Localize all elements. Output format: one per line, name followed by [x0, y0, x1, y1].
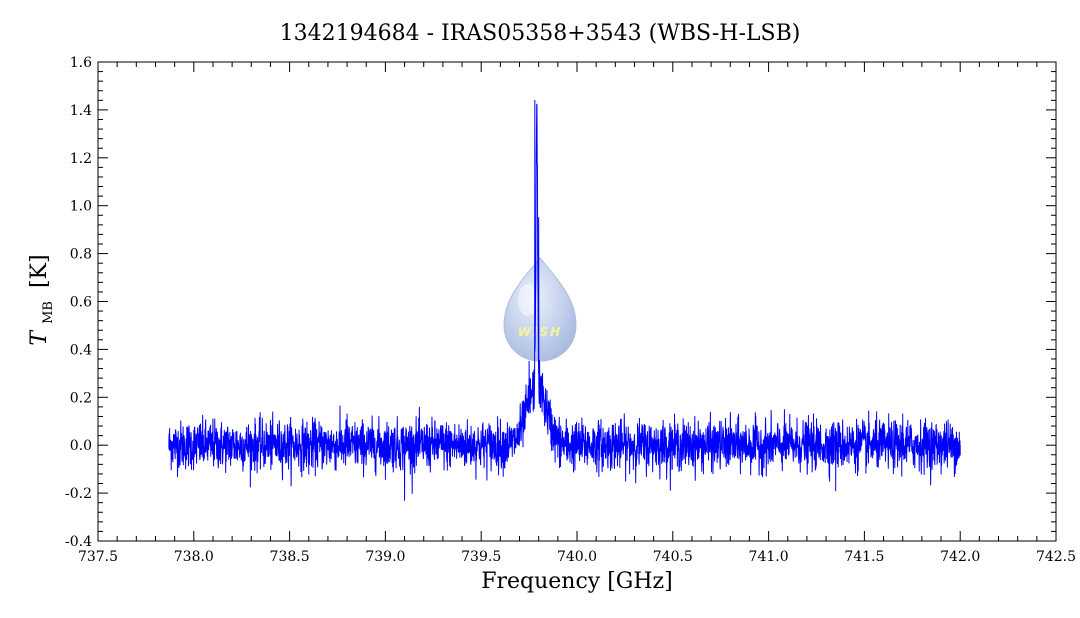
wish-logo-text: WISH: [518, 325, 562, 339]
y-tick-label: 0.2: [70, 390, 92, 406]
x-tick-label: 740.5: [653, 549, 693, 565]
y-axis: -0.4 -0.2 0.0 0.2 0.4 0.6 0.8 1.0 1.2 1.4 1.6: [65, 55, 1056, 550]
x-tick-label: 741.0: [749, 549, 789, 565]
plot-frame: [97, 61, 1057, 542]
spectrum-line: [168, 99, 961, 501]
x-tick-label: 739.0: [365, 549, 405, 565]
x-tick-label: 742.0: [940, 549, 980, 565]
y-axis-label-main: T: [27, 329, 52, 346]
y-tick-label: 1.4: [70, 103, 92, 119]
x-tick-label: 738.0: [174, 549, 214, 565]
x-tick-label: 738.5: [270, 549, 310, 565]
y-tick-label: 0.8: [70, 247, 92, 263]
x-tick-label: 741.5: [844, 549, 884, 565]
chart-title: 1342194684 - IRAS05358+3543 (WBS-H-LSB): [280, 21, 801, 46]
y-tick-label: -0.2: [65, 486, 92, 502]
y-axis-label: T MB [K]: [27, 254, 58, 345]
y-axis-label-sub: MB: [41, 301, 56, 324]
x-tick-label: 739.5: [461, 549, 501, 565]
x-axis-label: Frequency [GHz]: [481, 569, 673, 594]
y-axis-label-unit: [K]: [27, 254, 52, 288]
y-tick-label: 1.0: [70, 199, 92, 215]
plot-area: [168, 99, 961, 501]
y-tick-label: 0.0: [70, 438, 92, 454]
y-tick-label: 0.6: [70, 295, 92, 311]
y-tick-label: 1.2: [70, 151, 92, 167]
wish-logo: WISH: [503, 257, 577, 362]
x-tick-label: 742.5: [1036, 549, 1076, 565]
y-tick-label: 1.6: [70, 55, 92, 71]
y-tick-label: 0.4: [70, 342, 92, 358]
svg-text:T MB [K]: T MB [K]: [27, 254, 58, 345]
x-tick-label: 740.0: [557, 549, 597, 565]
x-axis: 737.5 738.0 738.5 739.0 739.5 740.0 740.5 741.0…: [78, 62, 1076, 565]
y-tick-label: -0.4: [65, 534, 92, 550]
x-tick-label: 737.5: [78, 549, 118, 565]
